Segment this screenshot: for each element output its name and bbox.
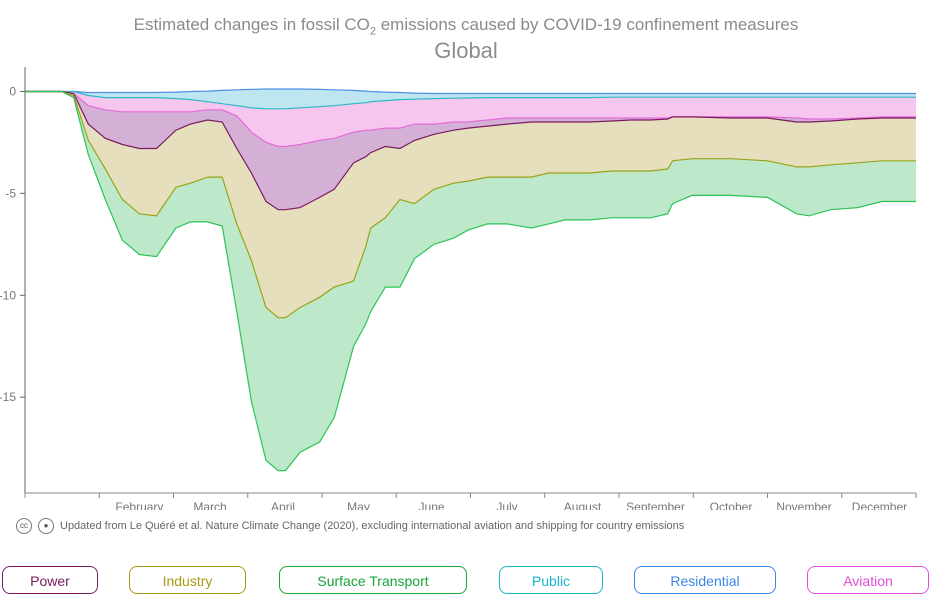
- x-tick-label: May: [347, 500, 370, 510]
- y-tick-label: -5: [5, 186, 16, 200]
- legend-power-button[interactable]: Power: [2, 566, 98, 594]
- line-surface-transport: [25, 90, 916, 472]
- chart-title: Estimated changes in fossil CO2 emission…: [0, 15, 932, 37]
- legend-aviation-button[interactable]: Aviation: [807, 566, 929, 594]
- x-tick-label: June: [419, 500, 445, 510]
- credit-text: Updated from Le Quéré et al. Nature Clim…: [60, 520, 685, 532]
- legend-public-button[interactable]: Public: [499, 566, 603, 594]
- legend-surface-transport-button[interactable]: Surface Transport: [279, 566, 467, 594]
- x-tick-label: September: [626, 500, 685, 510]
- emissions-chart: 0 -5 -10 -15 February March April May June July Au…: [0, 67, 917, 510]
- legend: Power Industry Surface Transport Public …: [0, 566, 932, 596]
- chart-title-post: emissions caused by COVID-19 confinement…: [375, 15, 799, 34]
- y-tick-label: 0: [9, 84, 16, 98]
- x-tick-label: December: [852, 500, 907, 510]
- legend-industry-button[interactable]: Industry: [129, 566, 246, 594]
- area-aviation: [25, 91, 916, 147]
- chart-title-subscript: 2: [369, 25, 376, 38]
- x-tick-label: March: [193, 500, 226, 510]
- x-tick-label: July: [496, 500, 517, 510]
- chart-subtitle-region: Global: [434, 38, 498, 63]
- legend-residential-button[interactable]: Residential: [634, 566, 776, 594]
- chart-title-pre: Estimated changes in fossil CO: [133, 15, 370, 34]
- x-tick-label: April: [271, 500, 295, 510]
- x-tick-label: August: [564, 500, 602, 510]
- creative-commons-icon: cc: [16, 518, 32, 534]
- credit-line: cc ● Updated from Le Quéré et al. Nature…: [16, 518, 684, 534]
- line-industry: [25, 90, 916, 319]
- line-public: [25, 90, 916, 110]
- attribution-icon: ●: [38, 518, 54, 534]
- line-power: [25, 90, 916, 211]
- y-tick-label: -15: [0, 390, 16, 404]
- area-industry: [25, 91, 916, 318]
- y-tick-label: -10: [0, 288, 16, 302]
- x-tick-label: February: [115, 500, 163, 510]
- x-tick-label: October: [710, 500, 753, 510]
- x-tick-label: November: [776, 500, 831, 510]
- line-residential: [25, 88, 916, 95]
